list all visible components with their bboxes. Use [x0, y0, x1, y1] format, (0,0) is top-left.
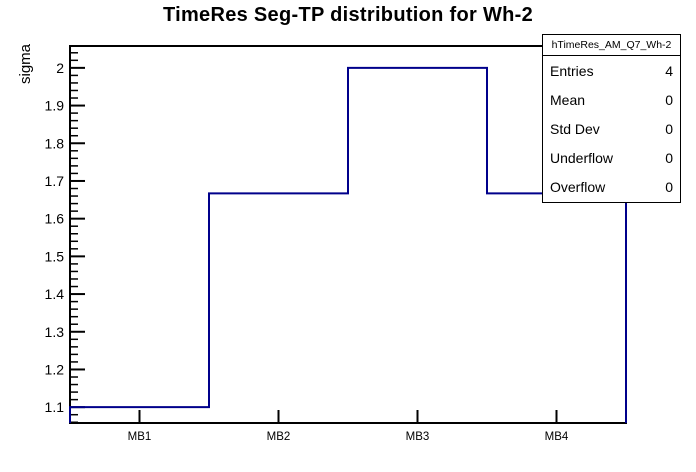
x-axis-tick-label: MB2 [267, 431, 291, 443]
stats-row-value: 0 [665, 179, 673, 196]
stats-row-label: Entries [550, 62, 594, 79]
stats-row: Mean 0 [543, 85, 680, 114]
stats-row: Std Dev 0 [543, 114, 680, 143]
y-axis-tick-label: 2 [56, 60, 64, 76]
stats-row-label: Std Dev [550, 121, 600, 137]
stats-row-label: Underflow [550, 150, 614, 167]
stats-box: hTimeRes_AM_Q7_Wh-2 Entries 4 Mean 0 Std Dev… [542, 34, 681, 203]
stats-box-title: hTimeRes_AM_Q7_Wh-2 [543, 35, 680, 56]
stats-row-value: 4 [665, 62, 673, 79]
y-axis-tick-label: 1.9 [45, 98, 65, 114]
plot-title: TimeRes Seg-TP distribution for Wh-2 [162, 4, 534, 26]
stats-row-value: 0 [665, 121, 673, 137]
y-axis-tick-label: 1.6 [45, 211, 65, 227]
stats-row-value: 0 [665, 150, 673, 167]
stats-row: Overflow 0 [543, 173, 680, 202]
stats-row-label: Overflow [550, 179, 606, 196]
stats-box-rows: Entries 4 Mean 0 Std Dev 0 Underflow 0 Overflow 0 [543, 56, 680, 202]
y-axis-tick-label: 1.5 [45, 248, 65, 264]
x-axis-tick-label: MB3 [406, 431, 430, 443]
y-axis-tick-label: 1.1 [45, 399, 65, 415]
stats-row-value: 0 [665, 91, 673, 108]
y-axis-tick-label: 1.4 [45, 286, 65, 302]
x-axis-tick-label: MB4 [545, 431, 569, 443]
x-axis-tick-label: MB1 [128, 431, 152, 443]
y-axis-tick-label: 1.8 [45, 135, 65, 151]
y-axis-tick-label: 1.3 [45, 324, 65, 340]
stats-row: Entries 4 [543, 56, 680, 85]
stats-row: Underflow 0 [543, 144, 680, 173]
y-axis-tick-label: 1.7 [45, 173, 65, 189]
y-axis-tick-label: 1.2 [45, 361, 65, 377]
stats-row-label: Mean [550, 91, 586, 108]
